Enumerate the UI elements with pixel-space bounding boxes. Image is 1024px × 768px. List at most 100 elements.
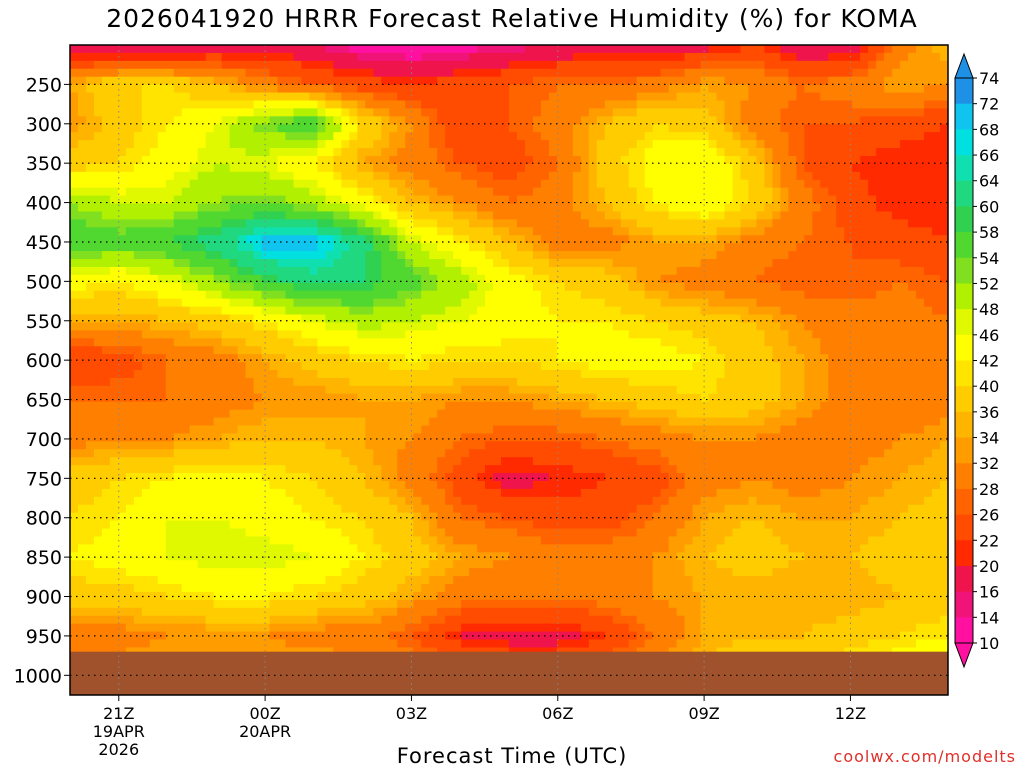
rh-cell — [365, 243, 374, 252]
rh-cell — [197, 45, 207, 54]
rh-cell — [588, 195, 598, 205]
rh-cell — [756, 171, 766, 181]
rh-cell — [844, 243, 853, 252]
rh-cell — [532, 76, 542, 86]
rh-cell — [189, 243, 199, 252]
rh-cell — [932, 266, 941, 276]
rh-cell — [261, 227, 271, 236]
rh-cell — [445, 92, 454, 102]
rh-cell — [580, 171, 590, 181]
rh-cell — [788, 68, 797, 78]
rh-cell — [317, 60, 327, 70]
rh-cell — [724, 235, 734, 244]
rh-cell — [708, 124, 718, 133]
rh-cell — [748, 282, 758, 292]
rh-cell — [253, 354, 263, 363]
rh-cell — [540, 377, 550, 387]
rh-cell — [149, 195, 159, 205]
rh-cell — [437, 179, 446, 189]
rh-cell — [421, 203, 430, 213]
rh-cell — [564, 370, 574, 379]
rh-cell — [237, 155, 247, 165]
rh-cell — [381, 84, 390, 94]
rh-cell — [173, 401, 183, 411]
rh-cell — [77, 45, 87, 54]
rh-cell — [237, 84, 247, 94]
rh-cell — [804, 124, 813, 133]
rh-cell — [453, 314, 462, 324]
rh-cell — [493, 362, 502, 371]
rh-cell — [932, 282, 941, 292]
rh-cell — [493, 155, 502, 165]
rh-cell — [485, 116, 494, 125]
rh-cell — [780, 132, 789, 141]
rh-cell — [493, 100, 502, 110]
rh-cell — [676, 274, 686, 284]
rh-cell — [628, 330, 638, 339]
rh-cell — [924, 370, 933, 379]
rh-cell — [133, 401, 143, 411]
rh-cell — [668, 140, 678, 149]
rh-cell — [93, 195, 103, 205]
rh-cell — [932, 330, 941, 339]
rh-cell — [269, 187, 279, 197]
rh-cell — [652, 92, 662, 102]
rh-cell — [772, 243, 781, 252]
rh-cell — [173, 100, 183, 110]
rh-cell — [261, 116, 271, 125]
rh-cell — [780, 116, 789, 125]
rh-cell — [868, 290, 877, 300]
rh-cell — [85, 235, 95, 244]
rh-cell — [772, 187, 781, 197]
rh-cell — [325, 354, 334, 363]
rh-cell — [253, 314, 263, 324]
rh-cell — [780, 298, 789, 308]
rh-cell — [93, 211, 103, 220]
rh-cell — [612, 116, 622, 125]
rh-cell — [780, 354, 789, 363]
rh-cell — [93, 100, 103, 110]
rh-cell — [796, 45, 805, 54]
rh-cell — [932, 298, 941, 308]
rh-cell — [932, 108, 941, 117]
rh-cell — [636, 346, 646, 355]
rh-cell — [173, 171, 183, 181]
rh-cell — [485, 211, 494, 220]
rh-cell — [341, 362, 350, 371]
rh-cell — [884, 259, 893, 268]
rh-cell — [341, 235, 350, 244]
rh-cell — [764, 243, 773, 252]
rh-cell — [405, 266, 414, 276]
rh-cell — [572, 140, 582, 149]
rh-cell — [333, 92, 342, 102]
rh-cell — [397, 124, 406, 133]
rh-cell — [876, 45, 885, 54]
rh-cell — [429, 219, 438, 228]
rh-cell — [940, 45, 948, 54]
rh-cell — [700, 179, 710, 189]
rh-cell — [277, 132, 287, 141]
rh-cell — [788, 203, 797, 213]
rh-cell — [253, 76, 263, 86]
rh-cell — [812, 171, 821, 181]
rh-cell — [804, 259, 813, 268]
rh-cell — [764, 179, 773, 189]
rh-cell — [804, 243, 813, 252]
rh-cell — [461, 314, 470, 324]
rh-cell — [748, 132, 758, 141]
rh-cell — [405, 148, 414, 157]
rh-cell — [493, 163, 502, 173]
rh-cell — [772, 227, 781, 236]
rh-cell — [77, 306, 87, 316]
rh-cell — [397, 306, 406, 316]
rh-cell — [724, 195, 734, 205]
rh-cell — [524, 211, 534, 220]
rh-cell — [261, 203, 271, 213]
rh-cell — [660, 290, 670, 300]
rh-cell — [716, 140, 726, 149]
rh-cell — [101, 393, 111, 403]
rh-cell — [349, 282, 358, 292]
rh-cell — [836, 393, 845, 403]
rh-cell — [644, 171, 654, 181]
rh-cell — [253, 243, 263, 252]
